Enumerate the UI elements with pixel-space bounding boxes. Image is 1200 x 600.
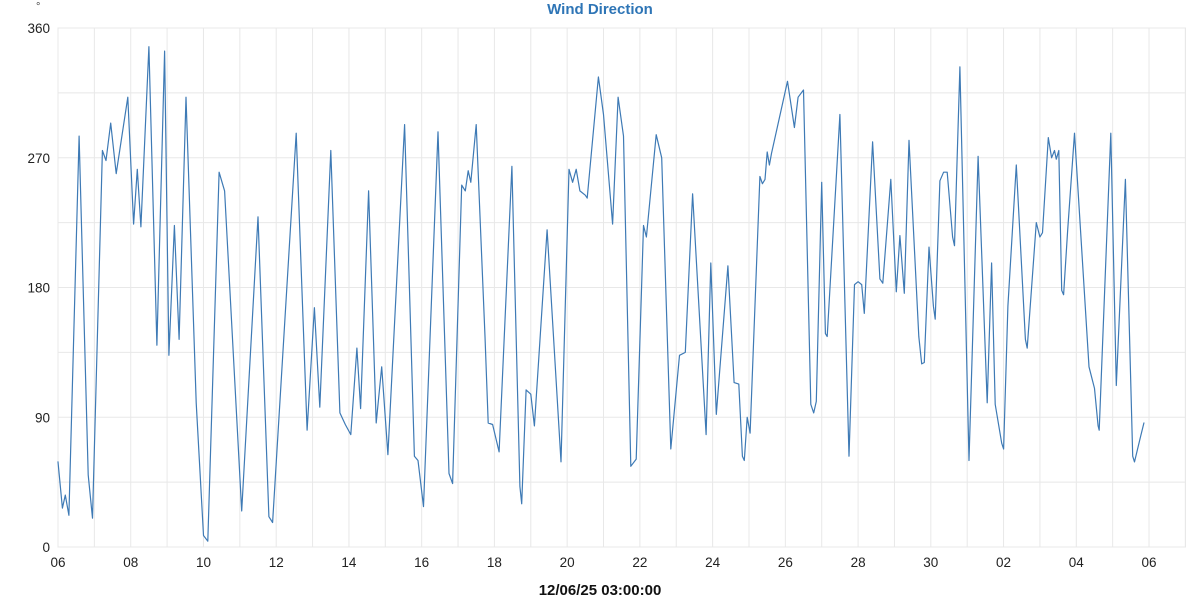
x-tick-label: 12 [269,555,284,570]
x-tick-label: 14 [341,555,357,570]
x-tick-label: 26 [778,555,793,570]
chart-title: Wind Direction [547,1,653,18]
y-tick-label: 0 [42,540,50,555]
x-tick-label: 24 [705,555,721,570]
x-tick-label: 04 [1069,555,1085,570]
x-tick-label: 02 [996,555,1011,570]
y-tick-label: 180 [27,281,50,296]
x-tick-label: 22 [632,555,647,570]
x-tick-label: 06 [50,555,65,570]
x-tick-label: 06 [1142,555,1157,570]
x-tick-label: 20 [560,555,575,570]
x-tick-label: 18 [487,555,502,570]
y-tick-label: 270 [27,151,50,166]
y-tick-label: 90 [35,410,50,425]
x-tick-label: 10 [196,555,211,570]
wind-direction-series-line [57,46,1145,542]
x-tick-label: 30 [923,555,938,570]
y-axis-unit-label: ° [36,1,41,13]
x-tick-label: 28 [851,555,866,570]
x-tick-label: 16 [414,555,429,570]
plot-border [57,27,1186,548]
x-tick-label: 08 [123,555,138,570]
y-tick-label: 360 [27,21,50,36]
x-axis-footer-timestamp: 12/06/25 03:00:00 [538,582,662,599]
